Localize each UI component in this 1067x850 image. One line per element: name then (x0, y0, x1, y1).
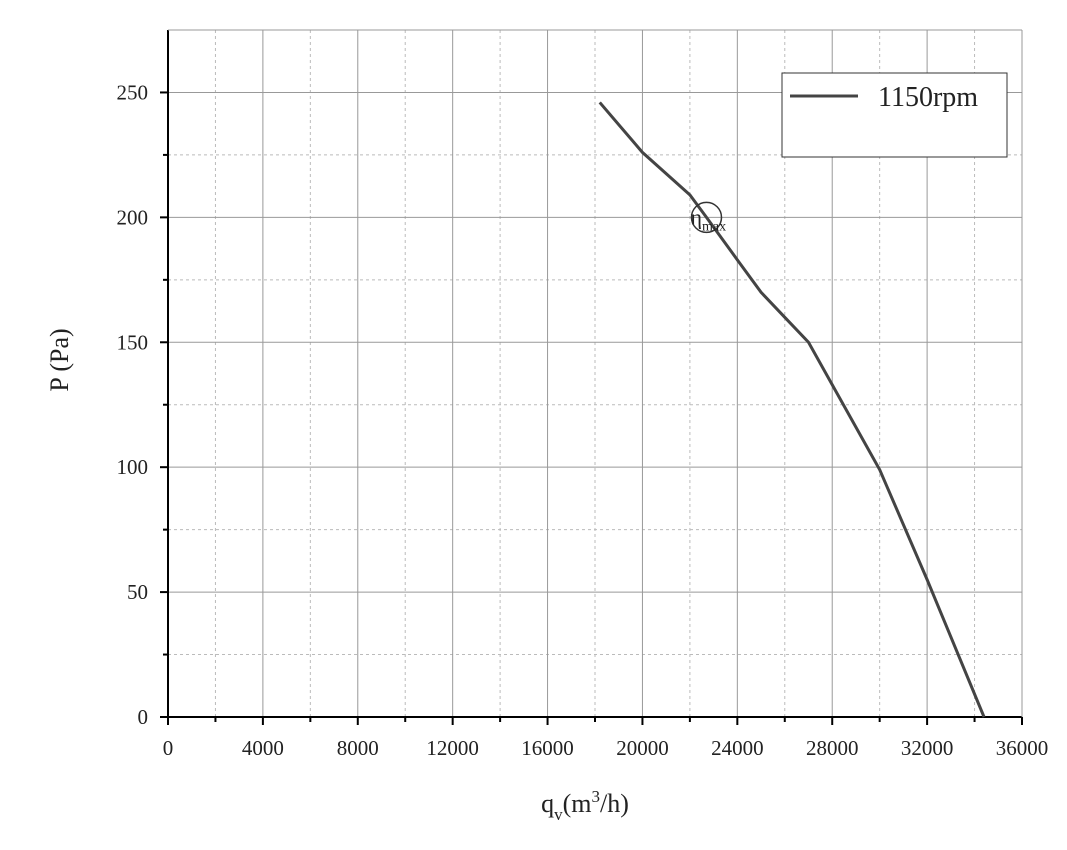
x-tick-label: 0 (163, 736, 174, 760)
x-axis-label-part: v (554, 805, 563, 824)
x-axis-label: qv(m3/h) (541, 787, 629, 824)
x-tick-label: 24000 (711, 736, 764, 760)
y-tick-label: 250 (117, 80, 149, 104)
x-tick-label: 12000 (426, 736, 479, 760)
y-tick-label: 50 (127, 580, 148, 604)
y-tick-label: 150 (117, 330, 149, 354)
annotation-marker (690, 201, 723, 234)
y-tick-label: 100 (117, 455, 149, 479)
annotation-symbol: η (690, 204, 702, 229)
y-tick-label: 0 (138, 705, 149, 729)
x-tick-label: 4000 (242, 736, 284, 760)
x-tick-label: 28000 (806, 736, 859, 760)
series-line (598, 101, 986, 718)
legend-box (781, 72, 1008, 158)
x-tick-label: 32000 (901, 736, 954, 760)
x-tick-label: 36000 (996, 736, 1049, 760)
x-axis-label-part: (m (563, 789, 592, 818)
y-axis-label: P (Pa) (45, 328, 74, 391)
annotation-subscript: max (702, 219, 726, 234)
y-tick-label: 200 (117, 205, 149, 229)
x-axis-label-part: q (541, 789, 554, 818)
x-axis-label-part: 3 (592, 787, 601, 806)
x-tick-label: 16000 (521, 736, 574, 760)
legend-label: 1150rpm (878, 82, 978, 113)
annotation-label: ηmax (690, 204, 726, 234)
x-axis-label-part: /h) (600, 789, 629, 818)
x-tick-label: 8000 (337, 736, 379, 760)
x-tick-label: 20000 (616, 736, 669, 760)
